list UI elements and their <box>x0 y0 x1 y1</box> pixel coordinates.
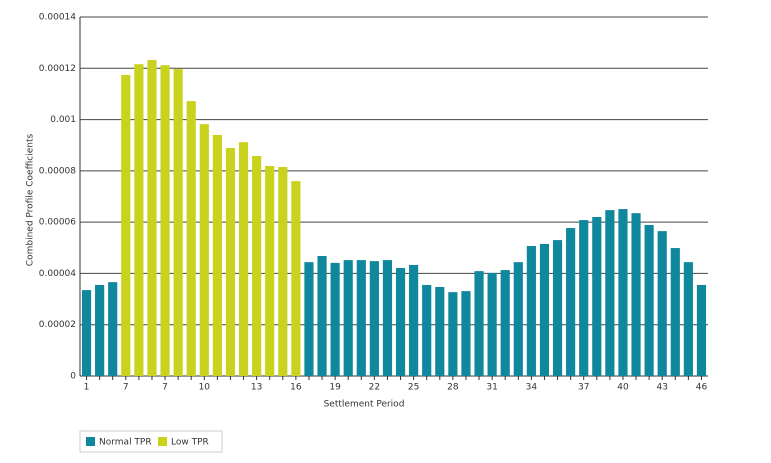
bar <box>134 64 144 376</box>
bar <box>147 60 157 377</box>
bar <box>409 264 419 376</box>
bar <box>95 284 105 376</box>
bar <box>356 260 366 376</box>
bar <box>579 220 589 376</box>
bar <box>343 260 353 376</box>
bar <box>618 209 628 376</box>
bar <box>330 262 340 376</box>
bar <box>683 262 693 376</box>
x-tick-label: 37 <box>578 383 589 393</box>
bar <box>644 224 654 376</box>
bar <box>605 210 615 376</box>
x-tick-label: 31 <box>486 383 497 393</box>
bar <box>696 284 707 376</box>
bar <box>252 155 262 376</box>
bar <box>265 165 275 376</box>
x-tick-label: 19 <box>329 383 341 393</box>
bar <box>317 255 327 376</box>
legend-label: Normal TPR <box>99 438 152 448</box>
bar <box>121 74 131 377</box>
legend-label: Low TPR <box>171 438 209 448</box>
bar <box>278 167 288 376</box>
legend-swatch <box>86 437 95 446</box>
bar <box>186 101 196 376</box>
bar <box>592 217 602 376</box>
bar <box>566 228 576 376</box>
x-tick-label: 28 <box>447 383 459 393</box>
y-tick-label: 0.00002 <box>39 320 76 330</box>
y-tick-label: 0 <box>70 372 76 382</box>
bar <box>291 181 301 376</box>
y-tick-label: 0.00008 <box>39 166 76 176</box>
bar <box>212 134 222 376</box>
y-tick-label: 0.00012 <box>39 64 76 74</box>
y-tick-label: 0.00004 <box>39 269 76 279</box>
y-tick-label: 0.00006 <box>39 218 76 228</box>
y-tick-label: 0.001 <box>50 115 76 125</box>
bar <box>657 231 667 376</box>
y-axis-label: Combined Profile Coefficients <box>26 134 36 267</box>
bar <box>474 271 484 376</box>
bar <box>199 124 209 377</box>
x-tick-label: 34 <box>526 383 538 393</box>
bar <box>108 282 118 376</box>
bar <box>238 142 249 376</box>
bar <box>422 284 432 376</box>
bar <box>395 268 406 376</box>
bar <box>81 290 92 376</box>
bar <box>552 240 563 376</box>
bar <box>369 261 379 376</box>
bar <box>500 270 510 376</box>
bar <box>513 262 523 376</box>
bar <box>539 243 550 376</box>
x-tick-label: 22 <box>369 383 380 393</box>
x-tick-label: 10 <box>199 383 211 393</box>
bar <box>173 69 183 377</box>
x-tick-label: 13 <box>251 383 262 393</box>
bar <box>670 248 680 376</box>
bar <box>304 262 314 376</box>
x-tick-label: 40 <box>617 383 629 393</box>
bar <box>160 65 170 377</box>
bar <box>631 213 641 376</box>
bar <box>461 291 471 376</box>
bar <box>435 287 445 376</box>
x-tick-label: 7 <box>123 383 129 393</box>
x-tick-label: 46 <box>696 383 708 393</box>
x-tick-label: 43 <box>656 383 667 393</box>
x-axis-label: Settlement Period <box>324 400 405 410</box>
bar <box>487 272 497 376</box>
bar <box>526 245 536 376</box>
y-tick-label: 0.00014 <box>39 13 76 23</box>
bar <box>448 292 458 376</box>
x-tick-label: 16 <box>290 383 302 393</box>
x-tick-label: 7 <box>162 383 168 393</box>
x-tick-label: 1 <box>84 383 90 393</box>
x-tick-label: 25 <box>408 383 419 393</box>
legend-box <box>79 430 223 453</box>
bar <box>225 148 236 376</box>
bar <box>382 260 393 376</box>
legend-swatch <box>158 437 167 446</box>
